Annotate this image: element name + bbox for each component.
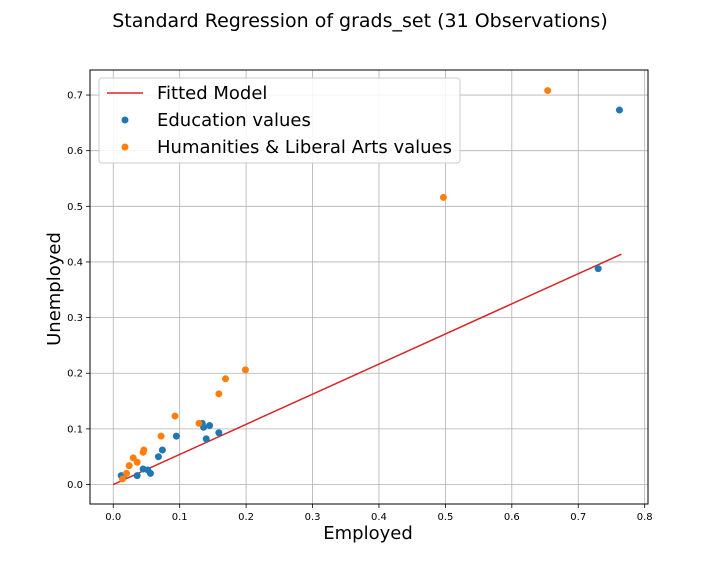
- x-tick-label: 0.1: [172, 512, 188, 523]
- humanities-point: [222, 375, 230, 383]
- education-point: [206, 422, 214, 430]
- y-tick-label: 0.6: [67, 146, 83, 157]
- education-point: [200, 423, 208, 431]
- y-tick-label: 0.1: [67, 424, 83, 435]
- humanities-point: [157, 432, 165, 440]
- tick-layer: 0.0 0.1 0.2 0.3 0.4 0.5 0.6 0.7 0.8 0.0 0.1 0.2 0.3 0…: [67, 91, 653, 523]
- y-axis-label: Unemployed: [44, 232, 65, 346]
- humanities-point: [215, 390, 223, 398]
- points-layer: [117, 87, 623, 483]
- plot-frame: [89, 69, 649, 505]
- humanities-point: [119, 475, 127, 483]
- legend-label-humanities: Humanities & Liberal Arts values: [157, 137, 452, 158]
- legend-label-fitted-model: Fitted Model: [157, 83, 267, 104]
- y-tick-label: 0.5: [67, 202, 83, 213]
- y-tick-label: 0.3: [67, 313, 83, 324]
- fit-line-layer: [112, 253, 622, 486]
- education-point: [615, 106, 623, 114]
- x-tick-label: 0.7: [570, 512, 586, 523]
- humanities-point: [439, 193, 447, 201]
- y-tick-label: 0.4: [67, 257, 83, 268]
- chart-title: Standard Regression of grads_set (31 Obs…: [112, 10, 607, 32]
- legend-box: [98, 77, 461, 164]
- x-tick-label: 0.2: [238, 512, 254, 523]
- y-tick-label: 0.2: [67, 369, 83, 380]
- x-tick-label: 0.0: [105, 512, 121, 523]
- x-axis-label: Employed: [323, 523, 413, 544]
- fitted-model-line: [112, 253, 622, 486]
- legend: Fitted Model Education values Humanities &…: [98, 77, 461, 164]
- humanities-point: [125, 462, 133, 470]
- education-point: [146, 469, 154, 477]
- humanities-point: [544, 87, 552, 95]
- x-tick-label: 0.4: [371, 512, 387, 523]
- humanities-point: [195, 419, 203, 427]
- legend-humanities-marker: [121, 143, 129, 151]
- x-tick-label: 0.6: [504, 512, 520, 523]
- education-point: [202, 435, 210, 443]
- humanities-point: [241, 366, 249, 374]
- education-point: [594, 265, 602, 273]
- education-point: [215, 429, 223, 437]
- legend-label-education: Education values: [157, 110, 311, 131]
- education-point: [133, 472, 141, 480]
- humanities-point: [129, 454, 137, 462]
- legend-education-marker: [121, 116, 129, 124]
- x-tick-label: 0.8: [637, 512, 653, 523]
- x-tick-label: 0.3: [305, 512, 321, 523]
- humanities-point: [133, 458, 141, 466]
- humanities-point: [140, 446, 148, 454]
- humanities-point: [171, 412, 179, 420]
- education-point: [158, 446, 166, 454]
- education-point: [172, 432, 180, 440]
- humanities-point: [123, 469, 131, 477]
- education-point: [154, 453, 162, 461]
- y-tick-label: 0.7: [67, 91, 83, 102]
- x-tick-label: 0.5: [437, 512, 453, 523]
- y-tick-label: 0.0: [67, 480, 83, 491]
